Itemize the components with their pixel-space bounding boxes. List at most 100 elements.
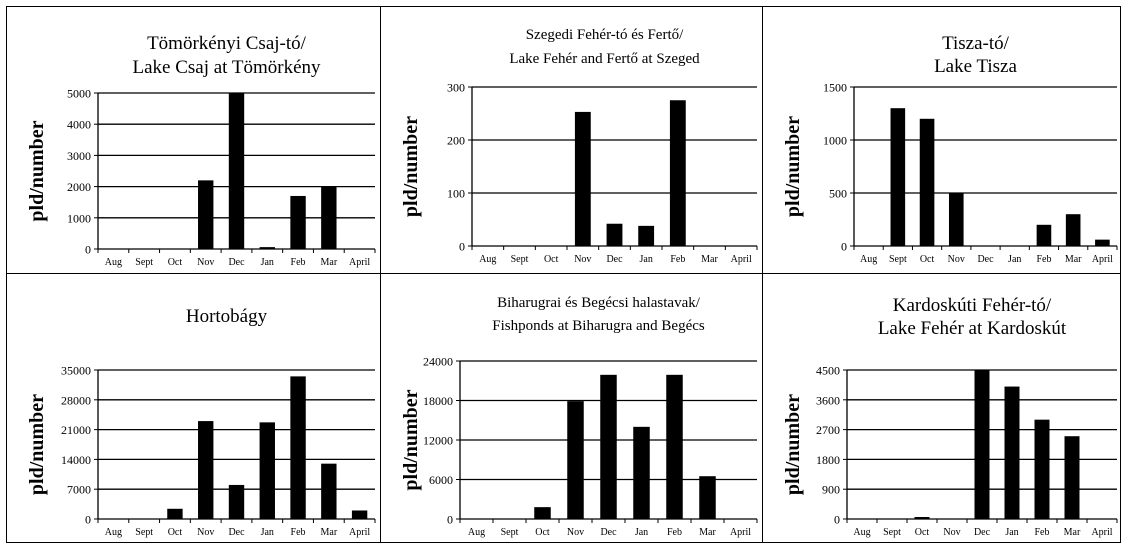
y-tick-label: 4000 [67, 118, 91, 132]
chart-subtitle: Lake Fehér at Kardoskút [878, 318, 1067, 339]
y-tick-label: 5000 [67, 87, 91, 101]
y-tick-label: 300 [447, 81, 465, 95]
y-axis-label: pld/number [782, 116, 804, 217]
y-tick-label: 1800 [816, 453, 840, 467]
y-axis-label: pld/number [782, 394, 804, 495]
y-tick-label: 1000 [823, 134, 847, 148]
chart-subtitle: Fishponds at Biharugra and Begécs [492, 318, 705, 334]
bar-oct [534, 507, 551, 519]
x-tick-label: Feb [291, 257, 306, 268]
x-tick-label: April [730, 527, 751, 538]
bar-april [1095, 239, 1110, 246]
y-tick-label: 0 [447, 513, 453, 527]
x-tick-label: April [1091, 527, 1112, 538]
chart-svg-6: Kardoskúti Fehér-tó/Lake Fehér at Kardos… [782, 295, 1118, 538]
bar-jan [1004, 386, 1020, 519]
chart-subtitle: Lake Fehér and Fertő at Szeged [509, 51, 700, 67]
x-tick-label: Nov [943, 527, 960, 538]
x-tick-label: Aug [853, 527, 870, 538]
x-tick-label: Nov [197, 257, 214, 268]
x-tick-label: Sept [135, 257, 153, 268]
bar-sept [890, 108, 906, 246]
y-tick-label: 1500 [823, 81, 847, 95]
x-tick-label: Aug [105, 257, 122, 268]
y-tick-label: 24000 [423, 355, 453, 369]
x-tick-label: Feb [1035, 527, 1050, 538]
x-tick-label: Feb [670, 254, 685, 265]
chart-panel-5: Biharugrai és Begécsi halastavak/Fishpon… [380, 273, 763, 543]
y-axis-label: pld/number [400, 389, 422, 490]
bar-nov [567, 401, 584, 519]
x-tick-label: Dec [228, 527, 245, 538]
chart-subtitle: Lake Csaj at Tömörkény [132, 57, 321, 78]
bar-jan [259, 422, 275, 519]
x-tick-label: Aug [468, 527, 485, 538]
x-tick-label: Dec [974, 527, 991, 538]
bar-jan [259, 247, 275, 249]
y-tick-label: 500 [829, 187, 847, 201]
x-tick-label: Sept [511, 254, 529, 265]
x-tick-label: Jan [261, 257, 274, 268]
chart-svg-4: Hortobágy 0 7000 14000 21000 28000 35000 Aug Sep… [26, 306, 376, 538]
y-tick-label: 3600 [816, 393, 840, 407]
bar-dec [228, 93, 245, 249]
y-tick-label: 35000 [61, 364, 91, 378]
x-tick-label: Aug [860, 254, 877, 265]
x-tick-label: Jan [1008, 254, 1021, 265]
bar-mar [321, 186, 337, 249]
chart-svg-2: Szegedi Fehér-tó és Fertő/Lake Fehér and… [400, 27, 758, 265]
y-tick-label: 200 [447, 134, 465, 148]
x-tick-label: Nov [948, 254, 965, 265]
x-tick-label: Sept [501, 527, 519, 538]
y-tick-label: 100 [447, 187, 465, 201]
y-tick-label: 0 [459, 240, 465, 254]
bar-dec [974, 370, 990, 519]
x-tick-label: Dec [606, 254, 623, 265]
bar-jan [633, 426, 650, 519]
bar-mar [1065, 214, 1081, 246]
chart-title: Hortobágy [186, 306, 268, 327]
x-tick-label: Oct [920, 254, 935, 265]
x-tick-label: Dec [600, 527, 617, 538]
bar-mar [321, 463, 337, 519]
x-tick-label: Mar [320, 257, 337, 268]
y-tick-label: 2700 [816, 423, 840, 437]
chart-panel-3: Tisza-tó/Lake Tisza 0 500 1000 1500 Aug Sept Oc… [762, 6, 1121, 274]
y-tick-label: 7000 [67, 483, 91, 497]
y-tick-label: 0 [85, 243, 91, 257]
chart-svg-3: Tisza-tó/Lake Tisza 0 500 1000 1500 Aug Sept Oc… [782, 33, 1118, 265]
bar-jan [638, 225, 655, 246]
bar-feb [1034, 419, 1050, 519]
bar-nov [574, 111, 591, 246]
bar-feb [290, 195, 306, 249]
bar-feb [290, 376, 306, 519]
bar-nov [198, 421, 214, 519]
chart-panel-1: Tömörkényi Csaj-tó/Lake Csaj at Tömörkén… [6, 6, 381, 274]
y-tick-label: 21000 [61, 423, 91, 437]
x-tick-label: Jan [635, 527, 648, 538]
y-tick-label: 0 [841, 240, 847, 254]
bar-dec [606, 223, 623, 246]
x-tick-label: Jan [261, 527, 274, 538]
y-axis-label: pld/number [26, 394, 48, 495]
y-tick-label: 1000 [67, 211, 91, 225]
y-axis-label: pld/number [26, 120, 48, 221]
x-tick-label: Jan [1005, 527, 1018, 538]
x-tick-label: Aug [105, 527, 122, 538]
y-tick-label: 6000 [429, 473, 453, 487]
x-tick-label: Jan [639, 254, 652, 265]
bar-nov [198, 180, 214, 249]
chart-title: Tömörkényi Csaj-tó/ [147, 33, 307, 54]
x-tick-label: Feb [291, 527, 306, 538]
x-tick-label: Oct [168, 527, 183, 538]
bar-mar [1064, 436, 1080, 519]
x-tick-label: Nov [574, 254, 591, 265]
bar-nov [948, 193, 964, 246]
x-tick-label: Oct [535, 527, 550, 538]
x-tick-label: April [349, 527, 370, 538]
x-tick-label: Mar [320, 527, 337, 538]
y-tick-label: 900 [822, 483, 840, 497]
x-tick-label: Oct [915, 527, 930, 538]
x-tick-label: Feb [1036, 254, 1051, 265]
